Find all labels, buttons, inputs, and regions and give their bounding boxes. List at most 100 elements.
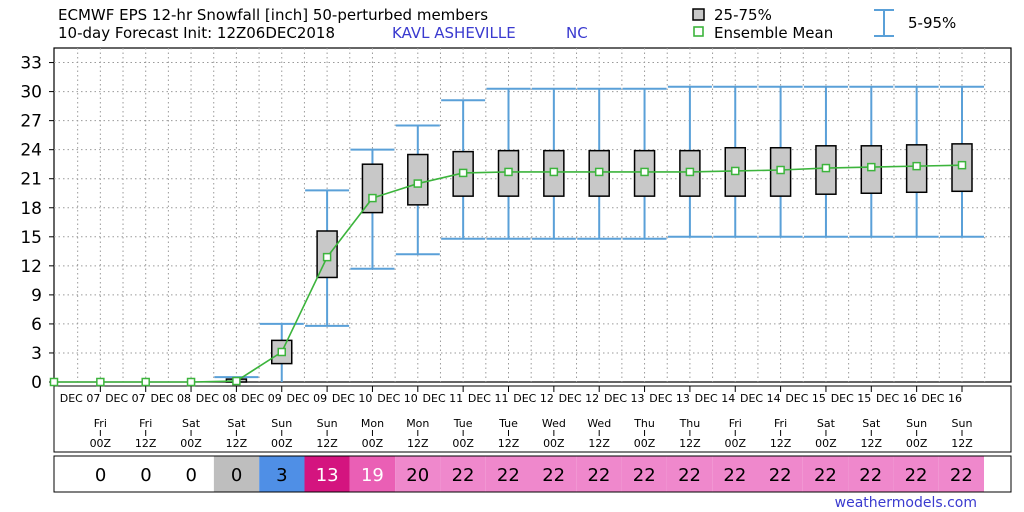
- mean-marker: [594, 167, 604, 177]
- mean-marker: [549, 167, 559, 177]
- total-cell: [213, 456, 260, 492]
- x-hour-label: 00Z: [815, 437, 837, 450]
- y-tick-label: 18: [20, 199, 42, 219]
- y-tick-label: 12: [20, 257, 42, 277]
- whisker-legend-label: 5-95%: [908, 14, 956, 32]
- mean-marker: [232, 376, 241, 386]
- total-value: 0: [95, 465, 106, 486]
- total-value: 19: [361, 465, 384, 486]
- x-hour-label: 12Z: [407, 437, 429, 450]
- total-value: 22: [542, 465, 565, 486]
- x-hour-label: 12Z: [588, 437, 610, 450]
- x-hour-label: 00Z: [90, 437, 112, 450]
- chart-title: ECMWF EPS 12-hr Snowfall [inch] 50-pertu…: [58, 6, 488, 24]
- y-tick-label: 0: [31, 373, 42, 393]
- mean-marker: [776, 165, 785, 175]
- total-value: 22: [497, 465, 520, 486]
- total-cell: [531, 456, 577, 492]
- x-hour-label: 00Z: [271, 437, 293, 450]
- x-hour-label: 12Z: [226, 437, 248, 450]
- total-cell: [848, 456, 894, 492]
- total-value: 0: [140, 465, 151, 486]
- y-tick-label: 15: [20, 228, 42, 248]
- total-cell: [304, 456, 350, 492]
- mean-marker: [867, 162, 876, 172]
- y-axis: 0 3 6 9 12 15 18 21 24 27 30 33: [20, 54, 54, 393]
- x-hour-label: 12Z: [679, 437, 701, 450]
- x-date-label: DEC 10: [332, 392, 373, 405]
- x-date-label: DEC 11: [468, 392, 509, 405]
- mean-marker: [504, 167, 513, 177]
- total-value: 22: [723, 465, 746, 486]
- x-weekday-label: Sat: [227, 417, 246, 430]
- total-cell: [893, 456, 939, 492]
- total-cell: [168, 456, 214, 492]
- y-tick-label: 27: [20, 112, 42, 132]
- y-tick-label: 33: [20, 54, 42, 74]
- x-date-label: DEC 12: [559, 392, 600, 405]
- total-value: 22: [769, 465, 792, 486]
- boxes: [225, 143, 973, 383]
- x-date-label: DEC 16: [876, 392, 917, 405]
- x-weekday-label: Fri: [729, 417, 742, 430]
- totals-frame: [53, 455, 1012, 493]
- x-date-label: DEC 15: [785, 392, 826, 405]
- x-date-label: DEC 13: [649, 392, 690, 405]
- x-hour-label: 12Z: [135, 437, 157, 450]
- credit-text: weathermodels.com: [835, 495, 977, 511]
- mean-marker: [821, 163, 831, 173]
- total-cell: [78, 456, 124, 492]
- total-value: 0: [231, 465, 242, 486]
- station-name: KAVL ASHEVILLE: [392, 24, 516, 42]
- x-axis-frame: [53, 385, 1012, 453]
- total-cell: [712, 456, 758, 492]
- x-date-label: DEC 14: [740, 392, 781, 405]
- mean-marker: [685, 167, 695, 177]
- x-weekday-label: Tue: [498, 417, 518, 430]
- x-axis: DEC 07 Fri 00Z DEC 07 Fri 12Z DEC 08 Sat 00Z DEC …: [53, 385, 1012, 453]
- x-weekday-label: Sat: [817, 417, 836, 430]
- x-weekday-label: Fri: [139, 417, 152, 430]
- mean-legend-label: Ensemble Mean: [714, 24, 833, 42]
- x-hour-label: 00Z: [543, 437, 565, 450]
- x-weekday-label: Mon: [406, 417, 429, 430]
- mean-marker: [957, 160, 967, 170]
- x-date-label: DEC 15: [831, 392, 872, 405]
- mean-marker: [731, 166, 740, 176]
- whisker-legend-icon: [874, 9, 894, 37]
- x-weekday-label: Wed: [587, 417, 611, 430]
- total-value: 22: [859, 465, 882, 486]
- y-tick-label: 30: [20, 83, 42, 103]
- x-weekday-label: Wed: [542, 417, 566, 430]
- total-cell: [259, 456, 305, 492]
- total-cell: [349, 456, 396, 492]
- box-legend-label: 25-75%: [714, 6, 772, 24]
- x-date-label: DEC 12: [513, 392, 554, 405]
- x-date-label: DEC 16: [921, 392, 962, 405]
- x-date-label: DEC 07: [60, 392, 101, 405]
- total-value: 22: [950, 465, 973, 486]
- grid: [53, 47, 1012, 383]
- y-tick-label: 24: [20, 141, 42, 161]
- total-cell: [802, 456, 849, 492]
- mean-marker: [141, 377, 150, 387]
- mean-marker: [413, 179, 423, 188]
- x-weekday-label: Sun: [952, 417, 973, 430]
- x-date-label: DEC 08: [150, 392, 191, 405]
- plot-frame: [53, 47, 1012, 383]
- total-value: 22: [905, 465, 928, 486]
- x-date-label: DEC 08: [196, 392, 237, 405]
- total-cell: [395, 456, 441, 492]
- total-cell: [938, 456, 984, 492]
- x-weekday-label: Mon: [361, 417, 384, 430]
- mean-marker: [277, 347, 286, 357]
- x-weekday-label: Sat: [182, 417, 201, 430]
- y-tick-label: 21: [20, 170, 42, 190]
- x-weekday-label: Sun: [906, 417, 927, 430]
- x-weekday-label: Sun: [271, 417, 292, 430]
- x-date-label: DEC 13: [604, 392, 645, 405]
- total-value: 20: [406, 465, 429, 486]
- forecast-init: 10-day Forecast Init: 12Z06DEC2018: [58, 24, 335, 42]
- total-cell: [621, 456, 667, 492]
